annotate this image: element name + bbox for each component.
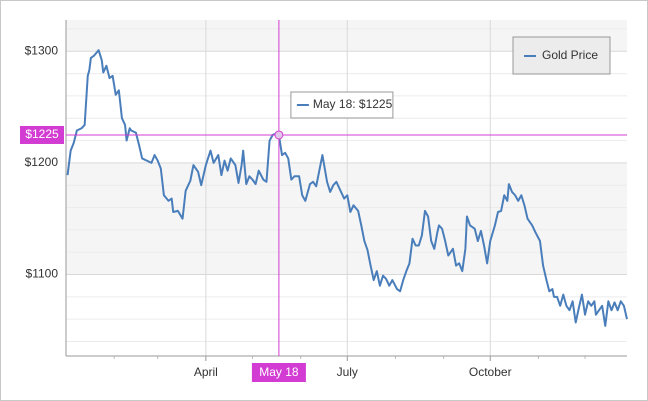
line [66,49,628,327]
x-tick-label: July [337,365,358,379]
x-tick-label: October [469,365,512,379]
crosshair-point [274,130,284,140]
tooltip-text: May 18: $1225 [313,97,393,111]
crosshair-y-label-box [20,125,64,144]
band [66,162,627,275]
y-tick-label: $1300 [25,43,59,57]
y-tick-label: $1100 [26,267,59,281]
y-tick-label: $1200 [25,155,59,169]
crosshair-x-label-box [251,363,306,382]
crosshair-y-label: $1225 [25,127,59,141]
x-tick-label: April [194,365,218,379]
crosshair-x-label: May 18 [259,365,299,379]
legend-label: Gold Price [542,48,598,62]
